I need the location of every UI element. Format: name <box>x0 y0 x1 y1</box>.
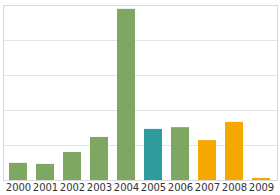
svg-text:2005: 2005 <box>141 182 166 193</box>
svg-text:2000: 2000 <box>6 182 31 193</box>
svg-text:2001: 2001 <box>33 182 58 193</box>
svg-text:2009: 2009 <box>249 182 274 193</box>
svg-text:2007: 2007 <box>195 182 220 193</box>
svg-text:2002: 2002 <box>60 182 85 193</box>
svg-text:2003: 2003 <box>87 182 112 193</box>
svg-text:2006: 2006 <box>168 182 193 193</box>
svg-text:2004: 2004 <box>114 182 139 193</box>
svg-text:2008: 2008 <box>222 182 247 193</box>
